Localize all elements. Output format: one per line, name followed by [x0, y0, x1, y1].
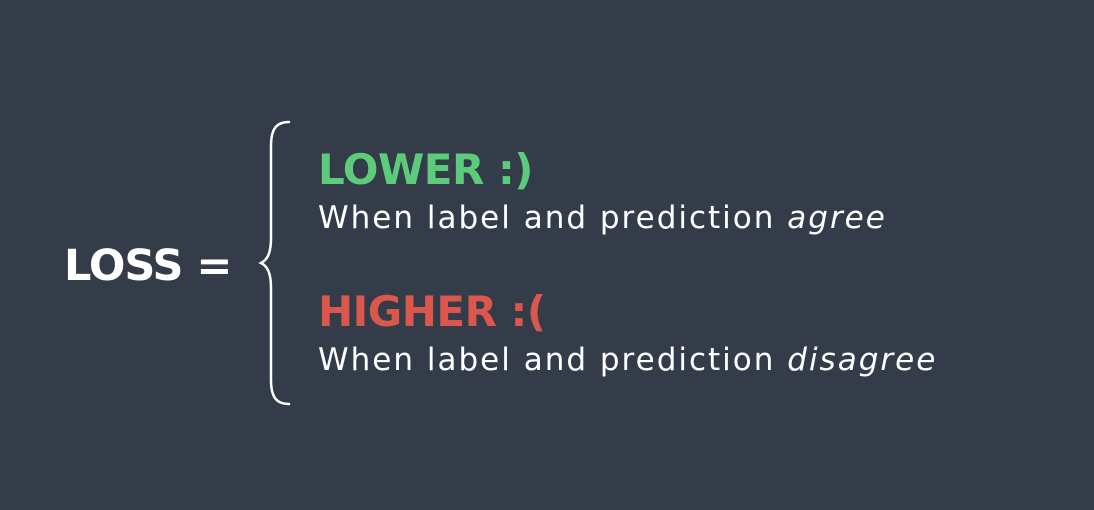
curly-brace-icon [258, 120, 291, 406]
case-lower-description-text: When label and prediction [318, 200, 788, 236]
case-lower-title: LOWER :) [318, 145, 533, 194]
case-higher: HIGHER :( When label and prediction disa… [318, 284, 937, 382]
case-lower-description: When label and prediction agree [318, 196, 887, 240]
case-higher-description: When label and prediction disagree [318, 338, 937, 382]
case-higher-description-emphasis: disagree [787, 342, 938, 378]
case-lower-description-emphasis: agree [787, 200, 887, 236]
case-higher-title: HIGHER :( [318, 287, 546, 336]
loss-label: LOSS = [64, 241, 232, 291]
case-higher-description-text: When label and prediction [318, 342, 788, 378]
case-lower: LOWER :) When label and prediction agree [318, 142, 887, 240]
